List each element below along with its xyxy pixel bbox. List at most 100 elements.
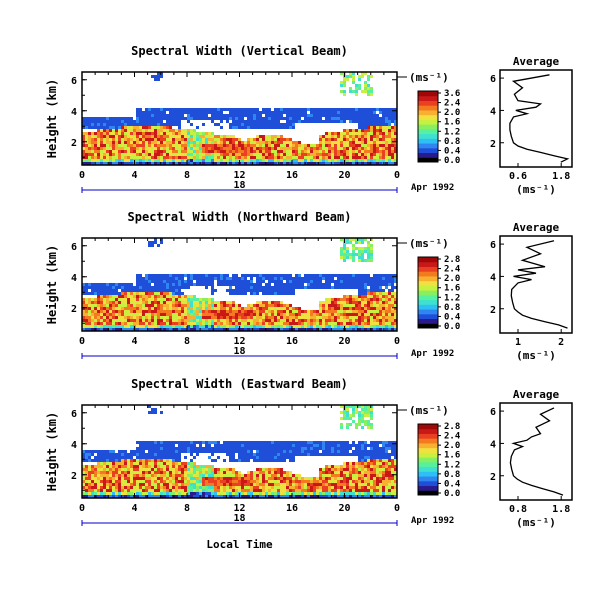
heatmap-cell <box>355 144 358 147</box>
colorbar-tick-label: 2.0 <box>444 108 460 118</box>
heatmap-cell <box>265 322 268 325</box>
heatmap-cell <box>160 108 163 111</box>
heatmap-cell <box>235 489 238 492</box>
heatmap-cell <box>340 316 343 319</box>
heatmap-cell <box>163 471 166 474</box>
heatmap-cell <box>265 147 268 150</box>
heatmap-cell <box>268 147 271 150</box>
heatmap-cell <box>91 471 94 474</box>
heatmap-cell <box>259 117 262 120</box>
heatmap-cell <box>106 289 109 292</box>
heatmap-cell <box>349 129 352 132</box>
heatmap-cell <box>136 304 139 307</box>
heatmap-cell <box>181 295 184 298</box>
heatmap-cell <box>241 277 244 280</box>
heatmap-cell <box>232 277 235 280</box>
heatmap-cell <box>202 132 205 135</box>
heatmap-cell <box>133 486 136 489</box>
heatmap-cell <box>271 489 274 492</box>
heatmap-cell <box>88 319 91 322</box>
heatmap-cell <box>115 474 118 477</box>
heatmap-cell <box>172 135 175 138</box>
heatmap-cell <box>349 328 352 331</box>
heatmap-cell <box>82 495 85 498</box>
heatmap-cell <box>388 313 391 316</box>
heatmap-cell <box>307 277 310 280</box>
heatmap-cell <box>223 138 226 141</box>
heatmap-cell <box>265 156 268 159</box>
heatmap-cell <box>100 162 103 165</box>
heatmap-cell <box>334 150 337 153</box>
heatmap-cell <box>229 456 232 459</box>
heatmap-cell <box>256 108 259 111</box>
heatmap-cell <box>343 93 346 96</box>
heatmap-cell <box>385 313 388 316</box>
heatmap-cell <box>133 319 136 322</box>
heatmap-cell <box>163 144 166 147</box>
heatmap-cell <box>382 126 385 129</box>
heatmap-cell <box>88 456 91 459</box>
heatmap-cell <box>163 310 166 313</box>
heatmap-cell <box>103 492 106 495</box>
heatmap-cell <box>268 486 271 489</box>
heatmap-cell <box>388 153 391 156</box>
heatmap-cell <box>385 310 388 313</box>
heatmap-cell <box>367 144 370 147</box>
heatmap-cell <box>136 295 139 298</box>
heatmap-cell <box>247 480 250 483</box>
heatmap-cell <box>283 480 286 483</box>
heatmap-cell <box>103 328 106 331</box>
heatmap-cell <box>94 283 97 286</box>
heatmap-cell <box>103 450 106 453</box>
heatmap-cell <box>343 114 346 117</box>
heatmap-cell <box>223 325 226 328</box>
heatmap-cell <box>139 313 142 316</box>
heatmap-cell <box>292 307 295 310</box>
heatmap-cell <box>364 156 367 159</box>
heatmap-cell <box>127 459 130 462</box>
heatmap-cell <box>298 108 301 111</box>
colorbar-swatch <box>418 261 438 267</box>
heatmap-cell <box>229 111 232 114</box>
heatmap-cell <box>178 138 181 141</box>
heatmap-cell <box>100 126 103 129</box>
heatmap-cell <box>136 129 139 132</box>
heatmap-cell <box>91 465 94 468</box>
average-x-label: (ms⁻¹) <box>516 183 556 196</box>
heatmap-cell <box>112 468 115 471</box>
heatmap-cell <box>253 313 256 316</box>
heatmap-cell <box>136 441 139 444</box>
heatmap-cell <box>280 111 283 114</box>
heatmap-cell <box>376 156 379 159</box>
heatmap-cell <box>154 465 157 468</box>
heatmap-cell <box>103 132 106 135</box>
heatmap-cell <box>88 150 91 153</box>
heatmap-cell <box>103 480 106 483</box>
heatmap-cell <box>235 492 238 495</box>
heatmap-cell <box>265 120 268 123</box>
heatmap-cell <box>238 471 241 474</box>
heatmap-cell <box>115 150 118 153</box>
heatmap-cell <box>127 471 130 474</box>
heatmap-cell <box>265 486 268 489</box>
heatmap-cell <box>223 450 226 453</box>
heatmap-cell <box>223 486 226 489</box>
heatmap-cell <box>271 114 274 117</box>
heatmap-cell <box>274 274 277 277</box>
heatmap-cell <box>130 477 133 480</box>
heatmap-cell <box>118 307 121 310</box>
heatmap-cell <box>217 156 220 159</box>
heatmap-cell <box>376 141 379 144</box>
heatmap-cell <box>331 114 334 117</box>
heatmap-cell <box>160 153 163 156</box>
heatmap-cell <box>253 489 256 492</box>
heatmap-cell <box>310 159 313 162</box>
heatmap-cell <box>382 147 385 150</box>
heatmap-cell <box>301 162 304 165</box>
heatmap-cell <box>142 468 145 471</box>
heatmap-cell <box>82 477 85 480</box>
heatmap-cell <box>349 90 352 93</box>
heatmap-cell <box>352 316 355 319</box>
heatmap-cell <box>265 138 268 141</box>
heatmap-cell <box>304 144 307 147</box>
